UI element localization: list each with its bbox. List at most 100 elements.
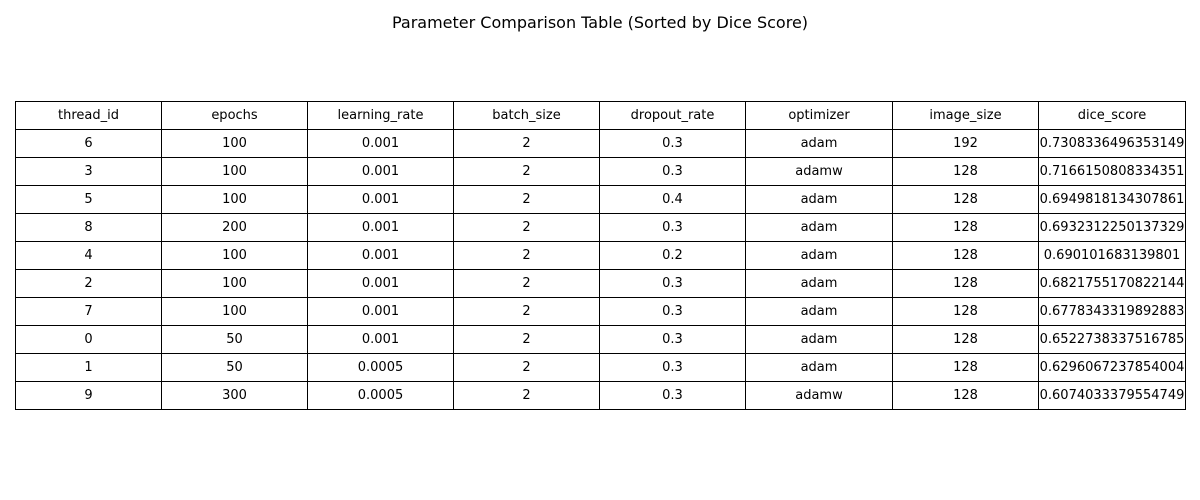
column-header-thread-id: thread_id bbox=[15, 101, 162, 130]
cell-dice-score: 0.7308336496353149 bbox=[1038, 129, 1186, 158]
cell-dice-score: 0.690101683139801 bbox=[1038, 241, 1186, 270]
cell-dropout-rate: 0.3 bbox=[599, 353, 746, 382]
cell-batch-size: 2 bbox=[453, 241, 600, 270]
cell-dice-score: 0.6778343319892883 bbox=[1038, 297, 1186, 326]
cell-thread-id: 5 bbox=[15, 185, 162, 214]
cell-optimizer: adamw bbox=[745, 157, 893, 186]
cell-image-size: 128 bbox=[892, 241, 1039, 270]
header-row: thread_id epochs learning_rate batch_siz… bbox=[15, 101, 1186, 130]
cell-dropout-rate: 0.3 bbox=[599, 297, 746, 326]
cell-dice-score: 0.6932312250137329 bbox=[1038, 213, 1186, 242]
cell-image-size: 128 bbox=[892, 353, 1039, 382]
cell-dropout-rate: 0.3 bbox=[599, 213, 746, 242]
cell-learning-rate: 0.001 bbox=[307, 129, 454, 158]
cell-optimizer: adam bbox=[745, 213, 893, 242]
cell-learning-rate: 0.0005 bbox=[307, 381, 454, 410]
column-header-dice-score: dice_score bbox=[1038, 101, 1186, 130]
cell-dice-score: 0.6821755170822144 bbox=[1038, 269, 1186, 298]
cell-image-size: 128 bbox=[892, 297, 1039, 326]
cell-dropout-rate: 0.3 bbox=[599, 157, 746, 186]
parameter-table: thread_id epochs learning_rate batch_siz… bbox=[15, 101, 1186, 410]
cell-thread-id: 8 bbox=[15, 213, 162, 242]
cell-batch-size: 2 bbox=[453, 353, 600, 382]
cell-learning-rate: 0.001 bbox=[307, 241, 454, 270]
cell-image-size: 128 bbox=[892, 381, 1039, 410]
cell-dropout-rate: 0.3 bbox=[599, 129, 746, 158]
cell-learning-rate: 0.0005 bbox=[307, 353, 454, 382]
cell-dropout-rate: 0.3 bbox=[599, 325, 746, 354]
cell-thread-id: 2 bbox=[15, 269, 162, 298]
cell-optimizer: adam bbox=[745, 129, 893, 158]
cell-thread-id: 7 bbox=[15, 297, 162, 326]
cell-thread-id: 0 bbox=[15, 325, 162, 354]
table-row: 4 100 0.001 2 0.2 adam 128 0.690101683139801 bbox=[15, 241, 1186, 270]
cell-batch-size: 2 bbox=[453, 129, 600, 158]
table-row: 2 100 0.001 2 0.3 adam 128 0.6821755170822144 bbox=[15, 269, 1186, 298]
cell-image-size: 128 bbox=[892, 185, 1039, 214]
table-row: 1 50 0.0005 2 0.3 adam 128 0.6296067237854004 bbox=[15, 353, 1186, 382]
cell-batch-size: 2 bbox=[453, 269, 600, 298]
cell-batch-size: 2 bbox=[453, 157, 600, 186]
cell-image-size: 128 bbox=[892, 157, 1039, 186]
cell-thread-id: 3 bbox=[15, 157, 162, 186]
cell-batch-size: 2 bbox=[453, 381, 600, 410]
table-row: 5 100 0.001 2 0.4 adam 128 0.6949818134307861 bbox=[15, 185, 1186, 214]
table-row: 9 300 0.0005 2 0.3 adamw 128 0.6074033379554749 bbox=[15, 381, 1186, 410]
cell-batch-size: 2 bbox=[453, 297, 600, 326]
cell-batch-size: 2 bbox=[453, 325, 600, 354]
cell-dropout-rate: 0.3 bbox=[599, 269, 746, 298]
table-row: 8 200 0.001 2 0.3 adam 128 0.6932312250137329 bbox=[15, 213, 1186, 242]
cell-optimizer: adam bbox=[745, 185, 893, 214]
cell-optimizer: adam bbox=[745, 241, 893, 270]
cell-optimizer: adam bbox=[745, 269, 893, 298]
cell-image-size: 192 bbox=[892, 129, 1039, 158]
cell-learning-rate: 0.001 bbox=[307, 269, 454, 298]
cell-dropout-rate: 0.2 bbox=[599, 241, 746, 270]
cell-dice-score: 0.6522738337516785 bbox=[1038, 325, 1186, 354]
cell-optimizer: adam bbox=[745, 325, 893, 354]
cell-epochs: 100 bbox=[161, 185, 308, 214]
cell-epochs: 300 bbox=[161, 381, 308, 410]
table-row: 6 100 0.001 2 0.3 adam 192 0.7308336496353149 bbox=[15, 129, 1186, 158]
cell-epochs: 50 bbox=[161, 325, 308, 354]
cell-epochs: 100 bbox=[161, 297, 308, 326]
table-row: 0 50 0.001 2 0.3 adam 128 0.6522738337516785 bbox=[15, 325, 1186, 354]
chart-title: Parameter Comparison Table (Sorted by Di… bbox=[391, 13, 809, 32]
cell-dice-score: 0.7166150808334351 bbox=[1038, 157, 1186, 186]
cell-thread-id: 6 bbox=[15, 129, 162, 158]
cell-optimizer: adam bbox=[745, 353, 893, 382]
cell-dice-score: 0.6074033379554749 bbox=[1038, 381, 1186, 410]
cell-learning-rate: 0.001 bbox=[307, 157, 454, 186]
cell-batch-size: 2 bbox=[453, 213, 600, 242]
cell-dice-score: 0.6949818134307861 bbox=[1038, 185, 1186, 214]
cell-batch-size: 2 bbox=[453, 185, 600, 214]
cell-epochs: 50 bbox=[161, 353, 308, 382]
cell-thread-id: 9 bbox=[15, 381, 162, 410]
table-row: 3 100 0.001 2 0.3 adamw 128 0.7166150808334351 bbox=[15, 157, 1186, 186]
column-header-epochs: epochs bbox=[161, 101, 308, 130]
cell-epochs: 100 bbox=[161, 129, 308, 158]
cell-image-size: 128 bbox=[892, 213, 1039, 242]
column-header-image-size: image_size bbox=[892, 101, 1039, 130]
column-header-dropout-rate: dropout_rate bbox=[599, 101, 746, 130]
cell-optimizer: adamw bbox=[745, 381, 893, 410]
cell-thread-id: 4 bbox=[15, 241, 162, 270]
cell-dropout-rate: 0.4 bbox=[599, 185, 746, 214]
column-header-learning-rate: learning_rate bbox=[307, 101, 454, 130]
cell-image-size: 128 bbox=[892, 269, 1039, 298]
cell-epochs: 100 bbox=[161, 269, 308, 298]
cell-dropout-rate: 0.3 bbox=[599, 381, 746, 410]
cell-optimizer: adam bbox=[745, 297, 893, 326]
cell-learning-rate: 0.001 bbox=[307, 185, 454, 214]
cell-image-size: 128 bbox=[892, 325, 1039, 354]
cell-dice-score: 0.6296067237854004 bbox=[1038, 353, 1186, 382]
table-row: 7 100 0.001 2 0.3 adam 128 0.6778343319892883 bbox=[15, 297, 1186, 326]
cell-epochs: 100 bbox=[161, 241, 308, 270]
cell-learning-rate: 0.001 bbox=[307, 325, 454, 354]
table-body: 6 100 0.001 2 0.3 adam 192 0.7308336496353149 3 1… bbox=[15, 129, 1186, 410]
column-header-optimizer: optimizer bbox=[745, 101, 893, 130]
cell-epochs: 100 bbox=[161, 157, 308, 186]
cell-thread-id: 1 bbox=[15, 353, 162, 382]
column-header-batch-size: batch_size bbox=[453, 101, 600, 130]
cell-learning-rate: 0.001 bbox=[307, 297, 454, 326]
